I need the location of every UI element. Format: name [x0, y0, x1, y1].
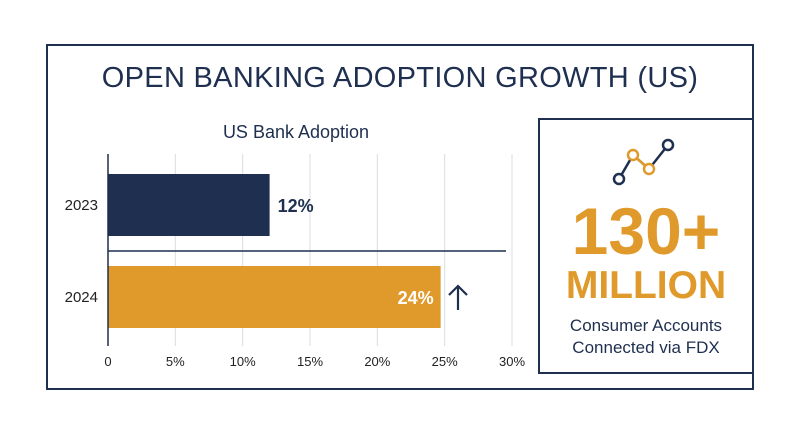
stat-description: Consumer Accounts Connected via FDX	[538, 315, 754, 359]
stat-desc-line-1: Consumer Accounts	[569, 316, 723, 335]
x-tick-label: 15%	[297, 354, 323, 369]
x-tick-label: 5%	[166, 354, 185, 369]
bar-2024	[108, 266, 441, 328]
x-tick-label: 20%	[364, 354, 390, 369]
x-tick-label: 0	[104, 354, 111, 369]
data-label: 24%	[398, 288, 434, 308]
stat-box	[538, 118, 754, 374]
x-tick-label: 25%	[432, 354, 458, 369]
bar-2023	[108, 174, 270, 236]
x-tick-label: 10%	[230, 354, 256, 369]
main-title: OPEN BANKING ADOPTION GROWTH (US)	[101, 62, 699, 94]
stat-unit: MILLION	[565, 264, 727, 307]
stat-number: 130+	[571, 194, 721, 268]
trend-line-icon	[612, 138, 675, 186]
chart-title: US Bank Adoption	[223, 122, 369, 142]
category-label: 2023	[65, 197, 98, 214]
stat-desc-line-2: Connected via FDX	[572, 338, 720, 357]
up-arrow-icon	[448, 284, 468, 310]
data-label: 12%	[278, 196, 314, 216]
category-label: 2024	[65, 289, 98, 306]
x-tick-label: 30%	[499, 354, 525, 369]
